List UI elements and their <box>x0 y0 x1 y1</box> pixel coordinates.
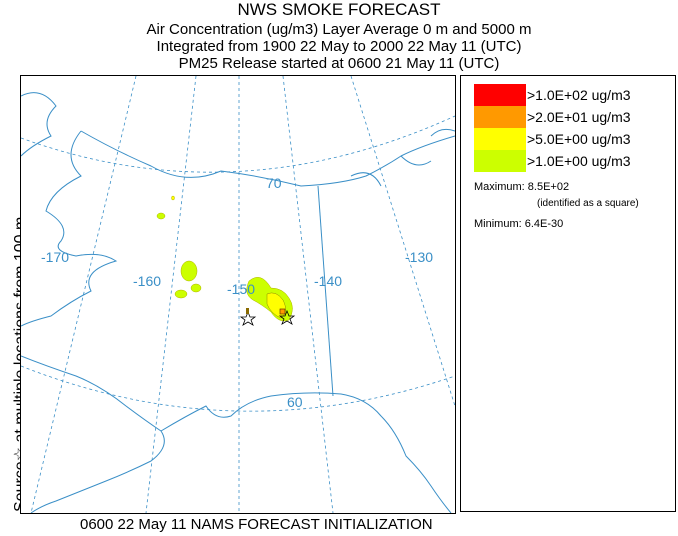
legend-label-3: >5.0E+00 ug/m3 <box>527 131 631 147</box>
plume-mid-1 <box>180 260 198 282</box>
integration-period: Integrated from 1900 22 May to 2000 22 M… <box>156 38 522 55</box>
lon-label-130: -130 <box>405 249 433 265</box>
smoke-map[interactable]: 70 60 -170 -160 -150 -140 -130 <box>20 75 456 514</box>
source-star-1 <box>239 310 257 326</box>
north-coast <box>80 130 455 187</box>
lon-label-170: -170 <box>41 249 69 265</box>
plume-west-1 <box>156 212 166 220</box>
west-coast <box>21 130 118 327</box>
forecast-title: NWS SMOKE FORECAST <box>237 0 441 19</box>
arctic-islands <box>350 128 455 187</box>
initialization-footer: 0600 22 May 11 NAMS FORECAST INITIALIZAT… <box>80 516 433 533</box>
plume-mid-2 <box>174 289 188 299</box>
lon-label-160: -160 <box>133 273 161 289</box>
maximum-note: (identified as a square) <box>537 198 639 209</box>
chukotka-coast <box>21 92 57 157</box>
plume-west-2 <box>171 195 175 201</box>
meridian-140 <box>282 76 334 513</box>
lat-label-70: 70 <box>266 175 282 191</box>
grid-labels: 70 60 -170 -160 -150 -140 -130 <box>41 175 433 410</box>
minimum-label: Minimum: 6.4E-30 <box>474 218 564 230</box>
gulf-coast <box>160 392 452 513</box>
release-start: PM25 Release started at 0600 21 May 11 (… <box>178 55 500 72</box>
legend-label-4: >1.0E+00 ug/m3 <box>527 153 631 169</box>
maximum-marker <box>279 308 286 315</box>
legend-swatch-red <box>474 84 526 106</box>
lon-label-140: -140 <box>314 273 342 289</box>
legend-label-1: >1.0E+02 ug/m3 <box>527 87 631 103</box>
graticule <box>21 76 455 513</box>
parallel-70 <box>21 115 455 173</box>
legend-label-2: >2.0E+01 ug/m3 <box>527 109 631 125</box>
lon-label-150: -150 <box>227 281 255 297</box>
meridian-130 <box>350 76 455 407</box>
source-stack-1 <box>246 308 249 314</box>
legend-swatch-lime <box>474 150 526 172</box>
fire-sources <box>239 308 296 326</box>
plume-mid-3 <box>190 283 202 293</box>
border-canada <box>317 185 334 397</box>
lat-label-60: 60 <box>287 394 303 410</box>
legend-swatch-yellow <box>474 128 526 150</box>
source-star-2 <box>278 309 296 325</box>
south-coast <box>21 355 165 513</box>
legend-swatch-orange <box>474 106 526 128</box>
legend-panel: >1.0E+02 ug/m3 >2.0E+01 ug/m3 >5.0E+00 u… <box>460 75 676 512</box>
map-canvas: 70 60 -170 -160 -150 -140 -130 <box>21 76 455 513</box>
meridian-160 <box>145 76 197 513</box>
coastline <box>21 92 455 513</box>
smoke-plumes <box>156 195 293 322</box>
maximum-label: Maximum: 8.5E+02 <box>474 181 570 193</box>
parallel-60 <box>21 365 455 412</box>
concentration-subtitle: Air Concentration (ug/m3) Layer Average … <box>146 21 532 38</box>
